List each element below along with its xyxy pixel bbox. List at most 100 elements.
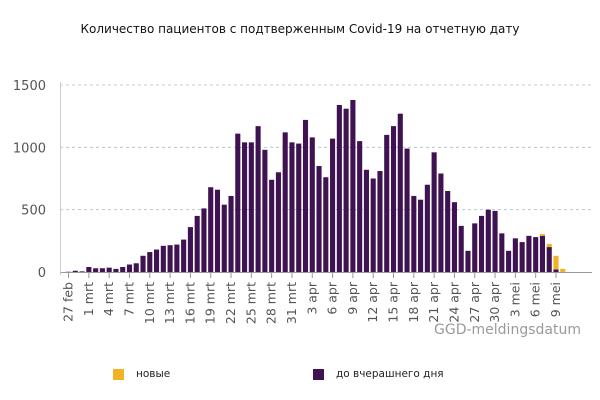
bar-previous bbox=[411, 195, 417, 272]
bar-previous bbox=[221, 204, 227, 272]
bar-previous bbox=[519, 242, 525, 272]
x-tick-label: 21 apr bbox=[426, 281, 441, 322]
bar-previous bbox=[363, 169, 369, 272]
bar-previous bbox=[424, 184, 430, 272]
bar-previous bbox=[99, 268, 105, 272]
bar-new bbox=[546, 243, 552, 248]
bar-previous bbox=[539, 235, 545, 272]
bar-previous bbox=[451, 202, 457, 272]
bar-previous bbox=[316, 166, 322, 272]
bar-previous bbox=[194, 215, 200, 272]
bar-new bbox=[539, 233, 545, 236]
bar-previous bbox=[323, 177, 329, 272]
x-tick-label: 6 mei bbox=[528, 282, 543, 317]
x-tick-label: 1 mrt bbox=[81, 282, 96, 316]
bar-previous bbox=[167, 245, 173, 272]
bar-previous bbox=[174, 244, 180, 272]
bar-previous bbox=[79, 271, 85, 272]
bar-previous bbox=[187, 227, 193, 272]
bar-previous bbox=[343, 108, 349, 272]
bar-previous bbox=[472, 223, 478, 272]
bar-previous bbox=[506, 250, 512, 272]
bar-previous bbox=[553, 269, 559, 272]
bar-previous bbox=[485, 209, 491, 272]
legend-item-new: новые bbox=[113, 368, 170, 380]
bar-previous bbox=[262, 149, 268, 272]
bar-previous bbox=[214, 189, 221, 272]
x-tick-label: 30 apr bbox=[487, 281, 502, 322]
bar-previous bbox=[113, 268, 119, 272]
x-tick-label: 22 mrt bbox=[223, 282, 238, 324]
bar-previous bbox=[208, 187, 214, 272]
bar-previous bbox=[228, 195, 234, 272]
x-tick-label: 19 mrt bbox=[203, 282, 218, 324]
chart-title: Количество пациентов с подтверженным Cov… bbox=[80, 22, 520, 36]
bar-previous bbox=[248, 142, 254, 272]
bar-previous bbox=[377, 171, 383, 272]
bar-previous bbox=[478, 215, 485, 272]
bar-previous bbox=[546, 247, 552, 272]
x-tick-label: 18 apr bbox=[406, 281, 421, 322]
bar-previous bbox=[282, 132, 288, 272]
bar-previous bbox=[275, 172, 281, 272]
y-tick-label: 1000 bbox=[13, 141, 46, 156]
bar-previous bbox=[140, 255, 146, 272]
bar-previous bbox=[397, 113, 403, 272]
y-tick-labels: 0 500 1000 1500 bbox=[13, 79, 46, 281]
x-tick-label: 4 mrt bbox=[101, 282, 116, 316]
bar-previous bbox=[289, 142, 295, 272]
y-tick-label: 0 bbox=[38, 266, 46, 281]
bar-previous bbox=[86, 267, 92, 272]
bars bbox=[66, 99, 566, 273]
x-tick-label: 9 mei bbox=[548, 282, 563, 317]
x-tick-label: 9 apr bbox=[345, 281, 360, 315]
bar-previous bbox=[404, 148, 410, 272]
bar-previous bbox=[418, 199, 424, 272]
bar-previous bbox=[72, 270, 78, 272]
x-tick-label: 27 feb bbox=[61, 282, 76, 322]
bar-previous bbox=[242, 142, 248, 272]
bar-previous bbox=[255, 126, 261, 272]
bar-previous bbox=[120, 267, 126, 272]
x-tick-label: 15 apr bbox=[386, 281, 401, 322]
bar-previous bbox=[390, 126, 397, 272]
x-tick-labels: 27 feb 1 mrt 4 mrt 7 mrt 10 mrt 13 mrt 16 mrt 1… bbox=[61, 272, 563, 324]
x-tick-label: 31 mrt bbox=[284, 282, 299, 324]
bar-previous bbox=[269, 179, 275, 272]
bar-previous bbox=[330, 138, 336, 272]
bar-previous bbox=[438, 173, 444, 272]
bar-previous bbox=[357, 141, 363, 272]
x-tick-label: 10 mrt bbox=[142, 282, 157, 324]
bar-previous bbox=[384, 134, 390, 272]
x-tick-label: 28 mrt bbox=[264, 282, 279, 324]
x-tick-label: 13 mrt bbox=[162, 282, 177, 324]
x-tick-label: 27 apr bbox=[467, 281, 482, 322]
x-tick-label: 25 mrt bbox=[243, 282, 258, 324]
bar-new bbox=[560, 268, 566, 272]
x-tick-label: 6 apr bbox=[325, 281, 340, 315]
legend-label-new: новые bbox=[136, 368, 171, 380]
bar-previous bbox=[201, 208, 207, 272]
bar-previous bbox=[126, 264, 133, 272]
bar-previous bbox=[492, 210, 498, 272]
x-tick-label: 16 mrt bbox=[182, 282, 197, 324]
watermark: GGD-meldingsdatum bbox=[434, 322, 581, 338]
bar-previous bbox=[445, 190, 451, 272]
legend-item-previous: до вчерашнего дня bbox=[313, 368, 444, 380]
bar-previous bbox=[533, 237, 539, 272]
bar-previous bbox=[160, 245, 166, 272]
bar-previous bbox=[181, 239, 187, 272]
bar-previous bbox=[302, 119, 309, 272]
bar-previous bbox=[350, 99, 356, 273]
bar-previous bbox=[309, 137, 315, 272]
bar-previous bbox=[370, 178, 376, 272]
legend-swatch-previous bbox=[313, 368, 324, 380]
bar-previous bbox=[154, 249, 160, 272]
bar-previous bbox=[106, 267, 112, 272]
x-tick-label: 12 apr bbox=[365, 281, 380, 322]
legend-label-previous: до вчерашнего дня bbox=[336, 368, 444, 380]
bar-previous bbox=[458, 225, 464, 272]
bar-previous bbox=[296, 143, 302, 272]
y-tick-label: 500 bbox=[21, 204, 46, 219]
